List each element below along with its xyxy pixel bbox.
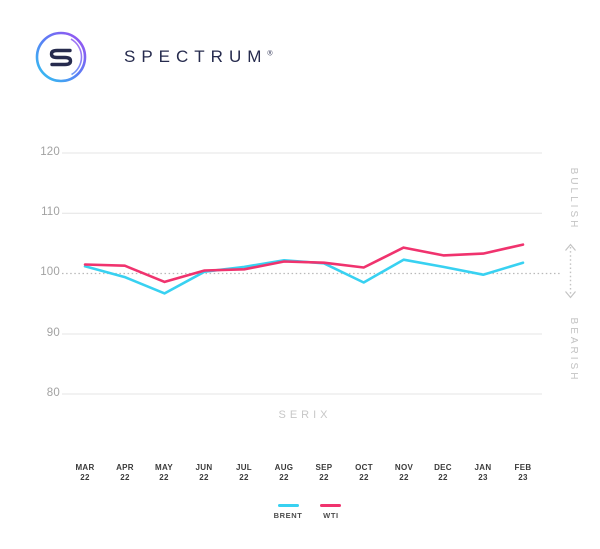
x-tick-apr-22: APR 22	[116, 463, 134, 482]
y-tick-90: 90	[46, 327, 60, 339]
brand-name-text: SPECTRUM	[124, 47, 268, 66]
bullish-bearish-arrow-icon	[565, 243, 576, 299]
bullish-label: BULLISH	[568, 167, 579, 231]
y-tick-80: 80	[46, 387, 60, 399]
brent-legend-label: BRENT	[273, 511, 303, 520]
brent-swatch-icon	[277, 504, 299, 507]
x-tick-mar-22: MAR 22	[75, 463, 95, 482]
y-tick-120: 120	[40, 146, 60, 158]
x-tick-may-22: MAY 22	[155, 463, 173, 482]
wti-line	[83, 243, 525, 284]
legend: BRENT WTI	[245, 504, 370, 520]
bearish-label: BEARISH	[568, 317, 579, 383]
x-tick-jul-22: JUL 22	[235, 463, 252, 482]
y-tick-110: 110	[41, 206, 60, 218]
x-tick-aug-22: AUG 22	[274, 463, 294, 482]
legend-item-wti: WTI	[320, 504, 342, 520]
logo-s-glyph	[49, 48, 73, 67]
registered-mark: ®	[267, 50, 273, 58]
x-tick-jan-23: JAN 23	[474, 463, 492, 482]
x-tick-nov-22: NOV 22	[394, 463, 414, 482]
x-tick-dec-22: DEC 22	[434, 463, 452, 482]
brand-name: SPECTRUM®	[124, 47, 273, 67]
spectrum-logo-icon	[35, 31, 87, 83]
x-tick-oct-22: OCT 22	[355, 463, 373, 482]
x-tick-jun-22: JUN 22	[195, 463, 213, 482]
x-tick-sep-22: SEP 22	[315, 463, 333, 482]
x-axis-title: SERIX	[278, 409, 332, 421]
wti-swatch-icon	[320, 504, 342, 507]
brand-header: SPECTRUM®	[32, 28, 273, 86]
wti-legend-label: WTI	[323, 511, 339, 520]
legend-item-brent: BRENT	[274, 504, 303, 520]
x-tick-feb-23: FEB 23	[514, 463, 532, 482]
y-tick-100: 100	[40, 266, 60, 278]
